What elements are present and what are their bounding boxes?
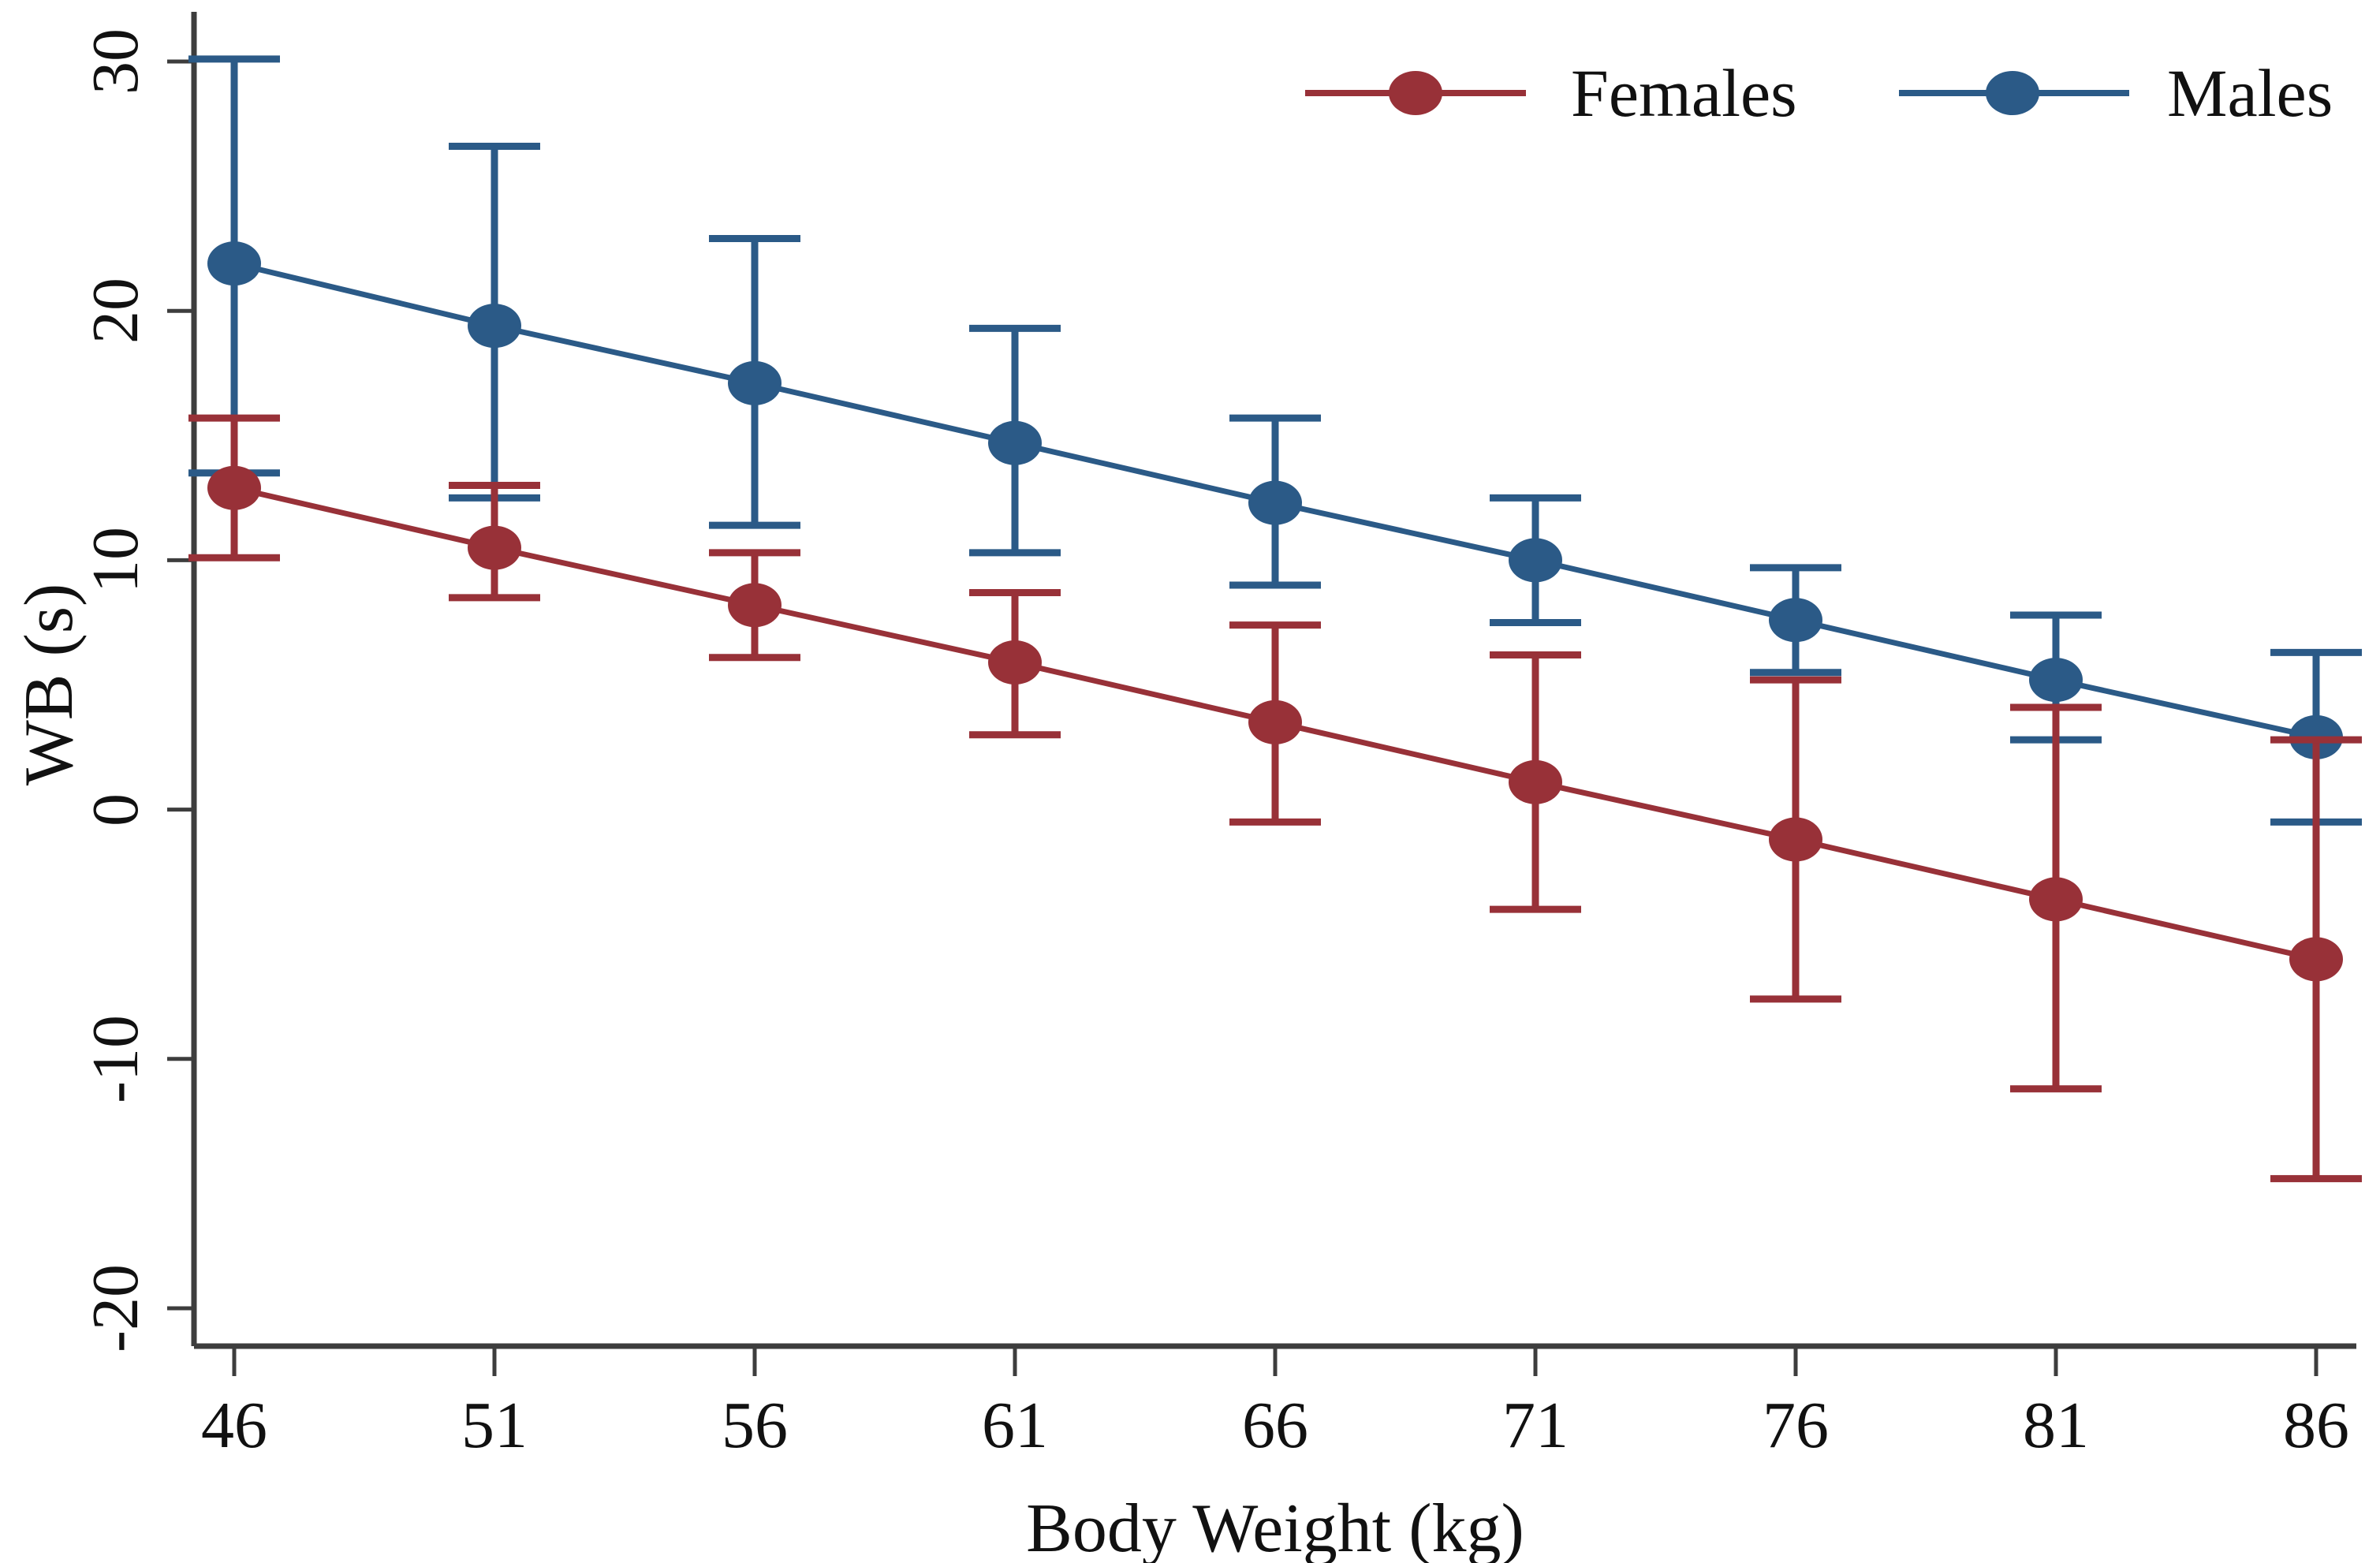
legend-label-males: Males — [2167, 55, 2333, 131]
y-axis-title: WB (s) — [11, 583, 88, 786]
data-point-marker-females — [2289, 937, 2343, 982]
y-tick-label: 30 — [79, 28, 152, 95]
x-axis-title: Body Weight (kg) — [1026, 1490, 1524, 1563]
data-point-marker-females — [1248, 699, 1302, 744]
data-point-marker-males — [468, 304, 521, 349]
y-tick-label: 20 — [79, 278, 152, 345]
data-point-marker-males — [207, 241, 261, 286]
data-point-marker-males — [1248, 480, 1302, 525]
y-tick-label: 10 — [79, 527, 152, 594]
x-tick-label: 81 — [2023, 1389, 2089, 1462]
y-tick-label: -10 — [79, 1014, 152, 1103]
x-tick-label: 71 — [1502, 1389, 1569, 1462]
x-tick-label: 76 — [1763, 1389, 1829, 1462]
data-point-marker-females — [207, 465, 261, 510]
x-tick-label: 86 — [2283, 1389, 2349, 1462]
data-point-marker-females — [1769, 817, 1822, 862]
x-tick-label: 56 — [722, 1389, 788, 1462]
x-tick-label: 51 — [461, 1389, 528, 1462]
legend-key-marker-females — [1389, 71, 1442, 115]
data-point-marker-males — [1509, 538, 1562, 583]
data-point-marker-males — [1769, 598, 1822, 643]
x-tick-label: 46 — [201, 1389, 267, 1462]
data-point-marker-females — [1509, 759, 1562, 804]
data-point-marker-females — [988, 640, 1042, 685]
data-point-marker-males — [988, 420, 1042, 465]
x-tick-label: 66 — [1242, 1389, 1308, 1462]
y-tick-label: -20 — [79, 1264, 152, 1352]
data-point-marker-males — [728, 360, 782, 405]
x-tick-label: 61 — [982, 1389, 1048, 1462]
legend-label-females: Females — [1571, 55, 1797, 131]
data-point-marker-females — [2029, 877, 2083, 922]
data-point-marker-females — [728, 583, 782, 628]
legend-key-marker-males — [1986, 71, 2039, 115]
y-tick-label: 0 — [79, 793, 152, 826]
data-point-marker-males — [2029, 658, 2083, 703]
data-point-marker-females — [468, 525, 521, 570]
